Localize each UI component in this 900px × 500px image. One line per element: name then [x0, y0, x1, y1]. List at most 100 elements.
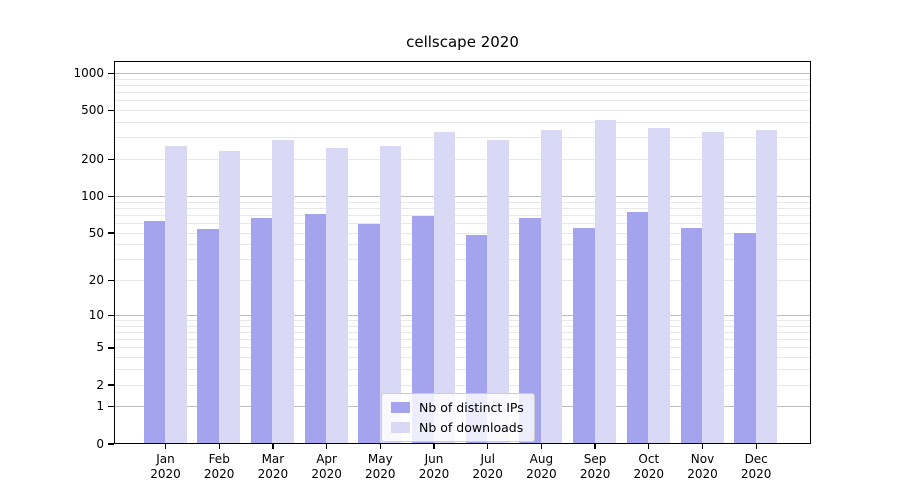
y-tick-label-500: 500	[81, 102, 104, 117]
y-tick-label-1: 1	[96, 399, 104, 414]
gridline-50	[115, 232, 810, 234]
bar-jul-distinct-ips	[465, 234, 488, 443]
y-tick-label-1000: 1000	[73, 65, 104, 80]
bar-sep-distinct-ips	[573, 227, 595, 443]
gridline-90	[115, 201, 810, 203]
x-tick-label-nov: Nov 2020	[687, 452, 718, 481]
x-tick-mark-jun	[433, 444, 435, 449]
gridline-10	[115, 314, 810, 316]
bar-oct-distinct-ips	[626, 212, 649, 443]
gridline-80	[115, 207, 810, 209]
y-tick-mark-100	[108, 195, 114, 198]
gridline-70	[115, 214, 810, 216]
y-tick-label-2: 2	[96, 377, 104, 392]
x-tick-label-may: May 2020	[365, 452, 396, 481]
x-tick-mark-sep	[594, 444, 596, 449]
bar-aug-distinct-ips	[519, 218, 541, 443]
bar-jan-distinct-ips	[143, 220, 165, 443]
gridline-200	[115, 158, 810, 160]
gridline-500	[115, 109, 810, 111]
bar-may-downloads	[379, 146, 402, 443]
bar-sep-downloads	[594, 119, 617, 443]
x-tick-mark-jul	[487, 444, 489, 449]
legend-label-downloads: Nb of downloads	[419, 420, 524, 435]
x-tick-label-feb: Feb 2020	[203, 452, 235, 481]
bar-jun-distinct-ips	[412, 215, 434, 443]
x-tick-mark-jan	[164, 444, 167, 449]
legend-label-distinct-ips: Nb of distinct IPs	[419, 400, 524, 415]
legend-item-downloads: Nb of downloads	[391, 420, 524, 435]
gridline-30	[115, 259, 810, 261]
gridline-40	[115, 244, 810, 246]
gridline-5	[115, 347, 810, 349]
gridline-700	[115, 91, 810, 93]
bar-aug-downloads	[540, 130, 563, 443]
bar-jun-downloads	[433, 131, 455, 443]
bar-nov-downloads	[702, 132, 724, 443]
y-tick-label-200: 200	[81, 151, 104, 166]
x-tick-label-dec: Dec 2020	[740, 452, 772, 481]
chart-title: cellscape 2020	[406, 33, 519, 51]
gridline-20	[115, 280, 810, 282]
gridline-9	[115, 320, 810, 321]
y-tick-label-100: 100	[81, 188, 104, 203]
y-tick-mark-2	[108, 384, 114, 386]
gridline-8	[115, 325, 810, 327]
bar-jul-downloads	[487, 140, 509, 443]
legend: Nb of distinct IPs Nb of downloads	[381, 393, 535, 442]
x-tick-label-sep: Sep 2020	[579, 452, 611, 481]
x-tick-mark-may	[379, 444, 381, 449]
gridline-2	[115, 384, 810, 386]
bar-apr-downloads	[326, 148, 348, 443]
bar-oct-downloads	[648, 127, 670, 443]
y-tick-mark-5	[108, 347, 114, 349]
bar-dec-downloads	[755, 130, 778, 443]
y-tick-mark-50	[108, 232, 114, 234]
gridline-7	[115, 331, 810, 333]
y-tick-label-10: 10	[88, 307, 104, 322]
gridline-3	[115, 369, 810, 371]
gridline-60	[115, 222, 810, 224]
gridline-400	[115, 121, 810, 123]
bar-apr-distinct-ips	[304, 214, 327, 443]
bar-feb-distinct-ips	[197, 228, 219, 443]
bar-nov-distinct-ips	[680, 227, 702, 443]
legend-swatch-distinct-ips	[391, 402, 410, 413]
y-tick-label-0: 0	[96, 436, 104, 451]
x-tick-label-aug: Aug 2020	[526, 452, 557, 481]
legend-item-distinct-ips: Nb of distinct IPs	[391, 400, 524, 415]
gridline-4	[115, 357, 810, 359]
gridline-900	[115, 78, 810, 80]
gridline-100	[115, 195, 810, 197]
bar-feb-downloads	[218, 151, 241, 443]
y-tick-mark-1000	[108, 72, 114, 74]
gridline-6	[115, 339, 810, 341]
y-tick-mark-500	[108, 109, 114, 112]
bar-may-distinct-ips	[358, 223, 380, 443]
y-tick-mark-1	[108, 406, 114, 408]
gridline-1000	[115, 72, 810, 74]
x-tick-mark-dec	[755, 444, 757, 449]
x-tick-mark-apr	[325, 444, 328, 449]
x-tick-label-jun: Jun 2020	[418, 452, 450, 481]
bar-mar-distinct-ips	[250, 218, 273, 443]
x-tick-label-jan: Jan 2020	[150, 452, 181, 481]
gridline-600	[115, 100, 810, 102]
y-tick-label-20: 20	[88, 273, 104, 288]
gridline-300	[115, 137, 810, 139]
y-tick-label-50: 50	[88, 225, 104, 240]
y-tick-mark-200	[108, 158, 114, 161]
x-tick-mark-oct	[648, 444, 650, 449]
x-tick-label-oct: Oct 2020	[633, 452, 665, 481]
x-tick-mark-nov	[701, 444, 704, 449]
x-tick-mark-aug	[540, 444, 543, 449]
y-tick-mark-10	[108, 314, 114, 316]
legend-swatch-downloads	[391, 422, 410, 433]
x-tick-label-mar: Mar 2020	[257, 452, 289, 481]
y-tick-mark-20	[108, 279, 114, 282]
bar-jan-downloads	[165, 145, 187, 443]
x-tick-label-apr: Apr 2020	[311, 452, 342, 481]
plot-area: Nb of distinct IPs Nb of downloads	[114, 61, 811, 444]
y-tick-label-5: 5	[96, 340, 104, 355]
